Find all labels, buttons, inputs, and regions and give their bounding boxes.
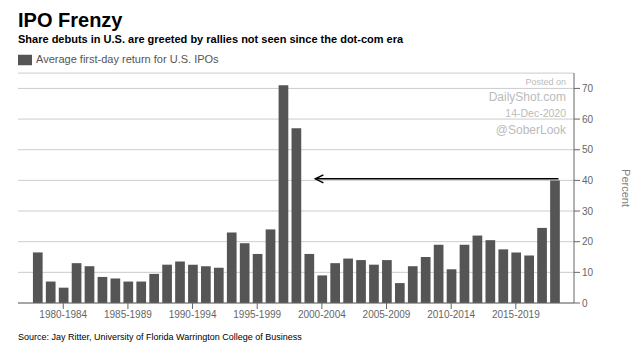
svg-text:14-Dec-2020: 14-Dec-2020 xyxy=(505,107,566,119)
svg-text:30: 30 xyxy=(582,206,594,217)
svg-text:1985-1989: 1985-1989 xyxy=(104,309,152,320)
svg-text:10: 10 xyxy=(582,267,594,278)
svg-text:0: 0 xyxy=(582,298,588,309)
svg-text:Posted on: Posted on xyxy=(525,77,566,87)
svg-text:40: 40 xyxy=(582,175,594,186)
html-text:Average first-day return for U: Average first-day return for U.S. IPOs xyxy=(36,53,219,65)
html-text:Share debuts in U.S. are greet: Share debuts in U.S. are greeted by rall… xyxy=(18,33,404,45)
svg-text:50: 50 xyxy=(582,144,594,155)
svg-text:DailyShot.com: DailyShot.com xyxy=(489,90,566,104)
svg-text:1990-1994: 1990-1994 xyxy=(169,309,217,320)
svg-text:70: 70 xyxy=(582,83,594,94)
html-text:IPO Frenzy: IPO Frenzy xyxy=(18,9,123,31)
svg-text:2000-2004: 2000-2004 xyxy=(298,309,346,320)
svg-text:@SoberLook: @SoberLook xyxy=(496,123,567,137)
svg-text:2010-2014: 2010-2014 xyxy=(427,309,475,320)
svg-text:Percent: Percent xyxy=(620,169,632,207)
svg-text:60: 60 xyxy=(582,114,594,125)
svg-text:2005-2009: 2005-2009 xyxy=(363,309,411,320)
svg-text:20: 20 xyxy=(582,236,594,247)
svg-text:1995-1999: 1995-1999 xyxy=(233,309,281,320)
html-text:Source: Jay Ritter, University: Source: Jay Ritter, University of Florid… xyxy=(18,332,302,342)
svg-text:1980-1984: 1980-1984 xyxy=(39,309,87,320)
svg-text:2015-2019: 2015-2019 xyxy=(492,309,540,320)
